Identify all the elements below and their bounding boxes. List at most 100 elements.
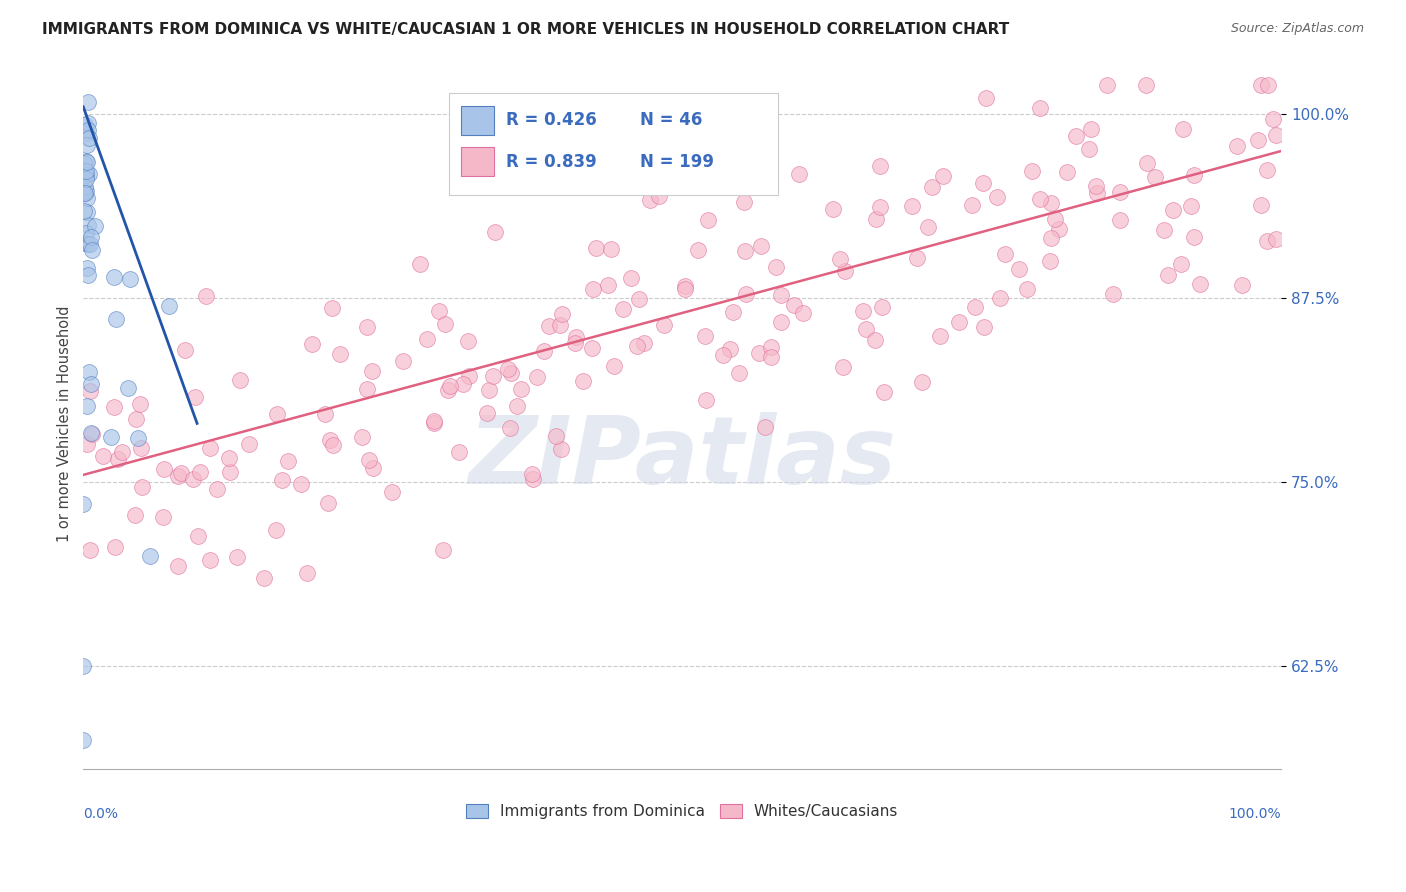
Text: 0.0%: 0.0% xyxy=(83,807,118,822)
Point xyxy=(1182,169,1205,183)
Point xyxy=(181,472,204,486)
Point xyxy=(229,373,252,387)
Point xyxy=(673,282,696,296)
Point xyxy=(1056,165,1078,179)
Point xyxy=(319,433,342,447)
Point xyxy=(437,384,460,398)
Point xyxy=(1109,212,1132,227)
Point xyxy=(1144,170,1167,185)
Point xyxy=(107,452,129,467)
Point xyxy=(75,226,97,240)
Point xyxy=(759,340,782,354)
Point xyxy=(117,381,139,395)
Point xyxy=(832,359,855,374)
Point xyxy=(76,164,98,178)
Point xyxy=(855,322,877,336)
Point xyxy=(218,465,240,479)
Point xyxy=(697,212,720,227)
Point xyxy=(314,407,336,421)
Point xyxy=(627,293,650,307)
Point xyxy=(728,367,751,381)
Point xyxy=(695,392,717,407)
Point xyxy=(75,169,97,183)
Point xyxy=(76,237,98,252)
Point xyxy=(118,271,141,285)
Point xyxy=(481,369,503,384)
Point xyxy=(1039,253,1062,268)
Point xyxy=(381,484,404,499)
Point xyxy=(356,319,378,334)
Point xyxy=(153,462,176,476)
Point xyxy=(723,305,745,319)
FancyBboxPatch shape xyxy=(461,147,494,177)
Point xyxy=(218,451,240,466)
Point xyxy=(718,343,741,357)
Point xyxy=(82,427,104,442)
Point xyxy=(1045,212,1067,227)
Point xyxy=(76,437,98,451)
Point xyxy=(187,529,209,543)
Point xyxy=(76,191,98,205)
Point xyxy=(356,382,378,396)
Point xyxy=(1257,78,1279,92)
Point xyxy=(76,399,98,413)
Point xyxy=(1153,223,1175,237)
Point xyxy=(1157,268,1180,283)
Point xyxy=(823,202,845,217)
Point xyxy=(582,282,605,296)
Point xyxy=(745,153,768,168)
Point xyxy=(1047,221,1070,235)
Point xyxy=(103,270,125,285)
Point xyxy=(612,302,634,317)
Point xyxy=(501,366,523,380)
Point xyxy=(520,467,543,482)
Point xyxy=(195,289,218,303)
Text: IMMIGRANTS FROM DOMINICA VS WHITE/CAUCASIAN 1 OR MORE VEHICLES IN HOUSEHOLD CORR: IMMIGRANTS FROM DOMINICA VS WHITE/CAUCAS… xyxy=(42,22,1010,37)
Point xyxy=(72,497,94,511)
Point xyxy=(447,445,470,459)
Point xyxy=(409,257,432,271)
Point xyxy=(734,244,756,258)
Point xyxy=(929,328,952,343)
Point xyxy=(83,219,105,233)
Point xyxy=(73,186,96,201)
Point xyxy=(759,350,782,364)
Point xyxy=(533,343,555,358)
Point xyxy=(932,169,955,184)
Point xyxy=(711,348,734,362)
Point xyxy=(686,243,709,257)
Point xyxy=(290,477,312,491)
Point xyxy=(652,318,675,332)
Point xyxy=(139,549,162,563)
Point xyxy=(271,473,294,487)
Point xyxy=(76,137,98,152)
Point xyxy=(100,430,122,444)
Point xyxy=(1029,101,1052,115)
Y-axis label: 1 or more Vehicles in Household: 1 or more Vehicles in Household xyxy=(58,305,72,541)
Point xyxy=(105,312,128,326)
Point xyxy=(75,185,97,199)
FancyBboxPatch shape xyxy=(461,106,494,135)
Point xyxy=(82,243,104,257)
Point xyxy=(170,466,193,480)
Point xyxy=(522,472,544,486)
Point xyxy=(1261,112,1284,127)
Point xyxy=(124,412,146,426)
Point xyxy=(648,189,671,203)
Point xyxy=(451,376,474,391)
Point xyxy=(76,95,98,110)
Point xyxy=(422,416,444,430)
Point xyxy=(157,299,180,313)
Point xyxy=(167,468,190,483)
Point xyxy=(783,298,806,312)
Point xyxy=(167,559,190,574)
Point xyxy=(1077,142,1099,156)
Point xyxy=(972,176,994,190)
Point xyxy=(79,542,101,557)
Point xyxy=(80,230,103,244)
Point xyxy=(1230,278,1253,293)
Point xyxy=(1085,186,1108,200)
Point xyxy=(277,454,299,468)
Point xyxy=(1226,138,1249,153)
Point xyxy=(415,332,437,346)
